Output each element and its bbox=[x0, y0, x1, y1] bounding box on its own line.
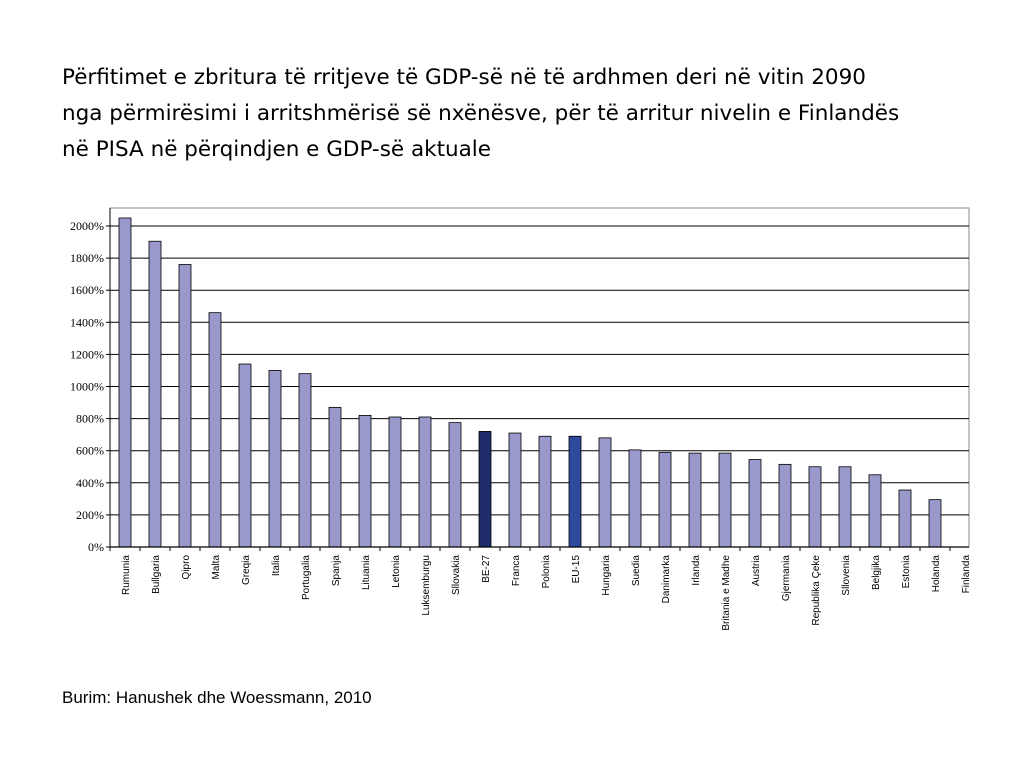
y-tick-label: 2000% bbox=[70, 219, 104, 233]
bar bbox=[148, 240, 162, 548]
x-tick-label: Franca bbox=[511, 555, 522, 587]
x-tick-label: BE-27 bbox=[481, 555, 492, 583]
bar bbox=[478, 431, 492, 548]
bar bbox=[748, 459, 762, 548]
bar bbox=[448, 422, 462, 548]
x-tick-label: Danimarka bbox=[661, 555, 672, 604]
x-tick-label: Gjermania bbox=[781, 555, 792, 602]
bar bbox=[118, 217, 132, 548]
x-tick-label: Sllovenia bbox=[841, 555, 852, 596]
title-line: nga përmirësimi i arritshmërisë së nxënë… bbox=[62, 101, 900, 126]
x-tick-label: Hungaria bbox=[601, 555, 612, 596]
title-line: Përfitimet e zbritura të rritjeve të GDP… bbox=[62, 65, 866, 90]
bar bbox=[658, 451, 672, 548]
x-tick-label: Belgjika bbox=[871, 555, 882, 590]
x-tick-label: EU-15 bbox=[571, 555, 582, 584]
bar bbox=[898, 489, 912, 548]
bar bbox=[508, 432, 522, 548]
bar bbox=[808, 466, 822, 548]
x-tick-label: Suedia bbox=[631, 555, 642, 587]
x-tick-label: Austria bbox=[751, 555, 762, 587]
bar bbox=[928, 499, 942, 548]
bar bbox=[418, 416, 432, 548]
bar bbox=[598, 437, 612, 548]
x-tick-label: Greqia bbox=[241, 555, 252, 585]
bar bbox=[388, 416, 402, 548]
y-tick-label: 800% bbox=[76, 412, 104, 426]
x-tick-label: Sllovakia bbox=[451, 555, 462, 595]
x-tick-label: Holanda bbox=[931, 555, 942, 593]
x-tick-label: Polonia bbox=[541, 555, 552, 589]
y-tick-label: 0% bbox=[88, 540, 104, 554]
bar bbox=[838, 466, 852, 548]
y-tick-label: 400% bbox=[76, 476, 104, 490]
bar bbox=[688, 452, 702, 548]
x-tick-label: Luksemburgu bbox=[421, 555, 432, 616]
bar bbox=[778, 463, 792, 548]
bar bbox=[328, 406, 342, 548]
bar bbox=[718, 452, 732, 548]
x-tick-label: Italia bbox=[271, 555, 282, 577]
bar bbox=[628, 449, 642, 548]
x-tick-label: Irlanda bbox=[691, 555, 702, 586]
x-tick-label: Rumunia bbox=[121, 555, 132, 595]
x-tick-label: Republika Çeke bbox=[811, 555, 822, 626]
bar bbox=[358, 414, 372, 548]
x-tick-label: Bullgaria bbox=[151, 555, 162, 594]
bar bbox=[208, 312, 222, 548]
title-line: në PISA në përqindjen e GDP-së aktuale bbox=[62, 137, 492, 162]
bar bbox=[568, 435, 582, 548]
x-tick-label: Spanja bbox=[331, 555, 342, 587]
bar bbox=[298, 373, 312, 548]
y-tick-label: 1200% bbox=[70, 347, 104, 361]
y-tick-label: 1800% bbox=[70, 251, 104, 265]
bar bbox=[868, 474, 882, 548]
x-tick-label: Estonia bbox=[901, 555, 912, 589]
y-tick-label: 1400% bbox=[70, 315, 104, 329]
x-tick-label: Finlanda bbox=[961, 555, 972, 594]
y-tick-label: 1000% bbox=[70, 380, 104, 394]
y-tick-label: 1600% bbox=[70, 283, 104, 297]
bar bbox=[538, 435, 552, 548]
x-tick-label: Lituania bbox=[361, 555, 372, 590]
bar bbox=[268, 370, 282, 548]
y-tick-label: 200% bbox=[76, 508, 104, 522]
bar bbox=[178, 264, 192, 548]
slide-title: Përfitimet e zbritura të rritjeve të GDP… bbox=[62, 60, 982, 168]
x-tick-label: Portugalia bbox=[301, 555, 312, 600]
x-tick-label: Letonia bbox=[391, 555, 402, 588]
x-tick-label: Qipro bbox=[181, 555, 192, 580]
source-note: Burim: Hanushek dhe Woessmann, 2010 bbox=[62, 688, 372, 707]
x-tick-label: Britania e Madhe bbox=[721, 555, 732, 631]
bar bbox=[238, 363, 252, 548]
y-tick-label: 600% bbox=[76, 444, 104, 458]
x-tick-label: Malta bbox=[211, 555, 222, 580]
